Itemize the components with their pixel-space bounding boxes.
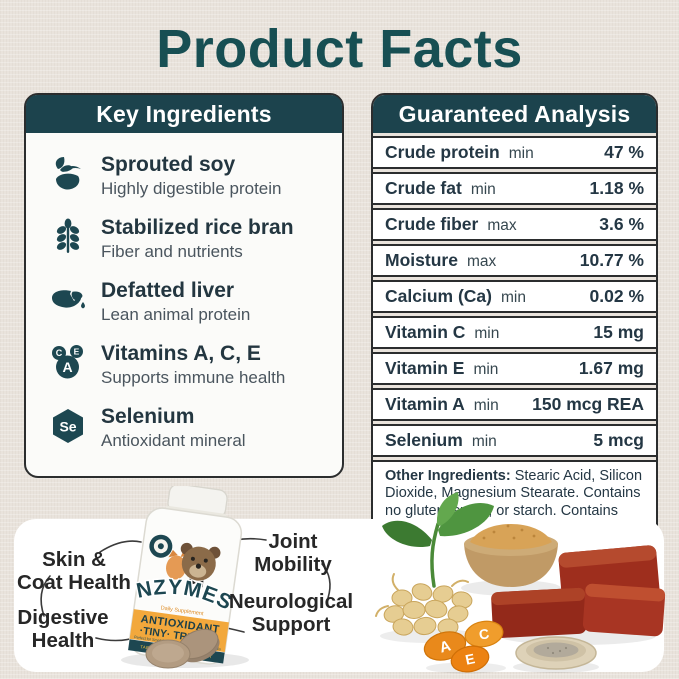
row-qualifier: min <box>474 325 500 342</box>
table-row: Moisture max 10.77 % <box>373 244 656 277</box>
table-row: Calcium (Ca) min 0.02 % <box>373 280 656 313</box>
svg-text:C: C <box>478 625 491 643</box>
ingredient-subtitle: Fiber and nutrients <box>101 241 243 261</box>
list-item: Se Selenium Antioxidant mineral <box>48 405 334 455</box>
row-value: 1.67 mg <box>578 358 644 378</box>
row-qualifier: max <box>466 253 497 270</box>
table-row: Vitamin C min 15 mg <box>373 316 656 349</box>
table-row: Vitamin A min 150 mcg REA <box>373 388 656 421</box>
row-value: 47 % <box>604 142 644 162</box>
treat-tablets <box>145 628 220 669</box>
row-qualifier: min <box>470 181 496 198</box>
row-value: 1.18 % <box>589 178 644 198</box>
selenium-plate-illustration <box>513 636 599 673</box>
key-ingredients-panel: Key Ingredients Sprouted soy Highly dige… <box>24 93 344 478</box>
row-label: Calcium (Ca) <box>385 286 492 306</box>
table-row: Crude protein min 47 % <box>373 136 656 169</box>
ingredient-subtitle: Lean animal protein <box>101 304 251 324</box>
row-qualifier: min <box>508 145 534 162</box>
table-row: Crude fat min 1.18 % <box>373 172 656 205</box>
row-qualifier: max <box>487 217 517 234</box>
row-label: Selenium <box>385 430 463 450</box>
svg-text:A: A <box>438 637 453 656</box>
ingredient-title: Defatted liver <box>101 279 235 302</box>
liver-illustration <box>491 545 666 645</box>
row-qualifier: min <box>473 397 499 414</box>
row-label: Crude fat <box>385 178 462 198</box>
svg-text:Se: Se <box>59 419 76 435</box>
svg-text:E: E <box>464 650 476 668</box>
svg-text:E: E <box>74 347 80 357</box>
callout-joint-mobility: Joint Mobility <box>254 530 332 576</box>
row-value: 15 mg <box>593 322 644 342</box>
list-item: Sprouted soy Highly digestible protein <box>48 153 334 203</box>
row-label: Vitamin E <box>385 358 465 378</box>
ingredient-subtitle: Supports immune health <box>101 367 286 387</box>
row-value: 150 mcg REA <box>532 394 644 414</box>
key-ingredients-list: Sprouted soy Highly digestible protein <box>26 133 342 455</box>
label-badge <box>149 534 173 558</box>
ingredient-title: Selenium <box>101 405 195 428</box>
selenium-icon: Se <box>48 406 88 446</box>
guaranteed-analysis-header: Guaranteed Analysis <box>373 95 656 133</box>
list-item: Defatted liver Lean animal protein <box>48 279 334 329</box>
wheat-icon <box>48 217 88 257</box>
ingredient-subtitle: Antioxidant mineral <box>101 430 246 450</box>
row-label: Vitamin C <box>385 322 466 342</box>
row-label: Moisture <box>385 250 458 270</box>
svg-text:C: C <box>56 348 63 358</box>
rice-bran-bowl-illustration <box>461 524 561 596</box>
page-title: Product Facts <box>156 19 523 79</box>
row-label: Crude fiber <box>385 214 479 234</box>
guaranteed-analysis-panel: Guaranteed Analysis Crude protein min 47… <box>371 93 658 548</box>
row-value: 10.77 % <box>579 250 644 270</box>
liver-icon <box>48 280 88 320</box>
callout-skin-coat-health: Skin & Coat Health <box>17 548 131 594</box>
table-row: Crude fiber max 3.6 % <box>373 208 656 241</box>
ingredient-title: Sprouted soy <box>101 153 236 176</box>
callout-digestive-health: Digestive Health <box>17 606 109 652</box>
ingredient-subtitle: Highly digestible protein <box>101 178 282 198</box>
dog-illustration <box>180 542 221 588</box>
callout-neurological-support: Neurological Support <box>228 590 354 636</box>
svg-text:A: A <box>62 359 72 375</box>
row-label: Vitamin A <box>385 394 465 414</box>
table-row: Vitamin E min 1.67 mg <box>373 352 656 385</box>
key-ingredients-header: Key Ingredients <box>26 95 342 133</box>
ingredient-title: Stabilized rice bran <box>101 216 294 239</box>
ingredient-title: Vitamins A, C, E <box>101 342 261 365</box>
vitamins-ace-icon: C E A <box>48 343 88 383</box>
row-label: Crude protein <box>385 142 500 162</box>
list-item: Stabilized rice bran Fiber and nutrients <box>48 216 334 266</box>
list-item: C E A Vitamins A, C, E Supports immune h… <box>48 342 334 392</box>
row-qualifier: min <box>471 433 497 450</box>
row-qualifier: min <box>473 361 499 378</box>
other-ingredients-label: Other Ingredients: <box>385 468 511 484</box>
vitamin-pills-illustration: C A E <box>423 620 506 674</box>
row-value: 3.6 % <box>599 214 644 234</box>
soy-sprout-icon <box>48 154 88 194</box>
row-value: 0.02 % <box>589 286 644 306</box>
bottom-illustration: NZYMES Daily Supplement ANTIOXIDANT ·TIN… <box>40 486 666 674</box>
row-value: 5 mcg <box>593 430 644 450</box>
table-row: Selenium min 5 mcg <box>373 424 656 457</box>
row-qualifier: min <box>500 289 526 306</box>
